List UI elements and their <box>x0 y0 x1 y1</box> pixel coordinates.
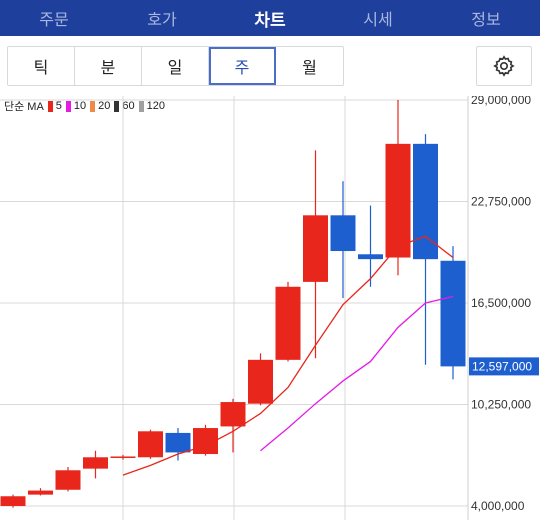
y-tick-label: 29,000,000 <box>471 96 531 107</box>
ma120-label: 120 <box>146 100 166 112</box>
candle-body <box>165 432 191 453</box>
ma5-swatch <box>47 100 53 112</box>
y-tick-label: 4,000,000 <box>471 499 525 513</box>
candlestick-chart[interactable]: 29,000,000 22,750,000 16,500,000 10,250,000… <box>0 96 540 520</box>
candle-body <box>110 456 136 458</box>
candle-body <box>55 470 81 490</box>
period-month-button[interactable]: 월 <box>302 58 317 77</box>
tab-order[interactable]: 주문 <box>39 10 69 29</box>
candle-body <box>358 254 383 260</box>
current-price-tag <box>469 357 539 376</box>
ma5-line <box>122 235 454 476</box>
candle-body <box>330 215 356 252</box>
ma-legend: 단순 MA 5 10 20 60 120 <box>4 98 169 114</box>
period-week-button[interactable]: 주 <box>209 47 276 85</box>
gear-icon <box>493 55 515 77</box>
tab-chart[interactable]: 차트 <box>254 10 286 31</box>
current-price-label: 12,597,000 <box>472 359 532 373</box>
top-nav-bar: 주문 호가 차트 시세 정보 <box>0 0 540 36</box>
y-tick-label: 22,750,000 <box>471 195 531 209</box>
ma120-swatch <box>138 100 144 112</box>
ma-legend-label: 단순 MA <box>4 101 44 113</box>
period-selector: 틱 분 일 주 월 <box>7 46 344 86</box>
chart-settings-button[interactable] <box>476 46 532 86</box>
period-minute-button[interactable]: 분 <box>75 47 142 85</box>
candle-body <box>28 490 53 495</box>
candle-body <box>413 143 438 260</box>
period-tick-button[interactable]: 틱 <box>8 47 75 85</box>
candle-body <box>248 359 273 404</box>
tab-info[interactable]: 정보 <box>471 10 501 29</box>
candle-body <box>303 215 328 282</box>
ma10-line <box>260 295 454 452</box>
candle-body <box>385 143 411 258</box>
candle-body <box>275 286 301 360</box>
candle-body <box>220 402 246 427</box>
candle-body <box>138 431 163 458</box>
candle-body <box>83 457 108 469</box>
ma10-label: 10 <box>73 100 87 112</box>
ma10-swatch <box>65 100 71 112</box>
ma20-swatch <box>90 100 96 112</box>
tab-quote[interactable]: 호가 <box>147 10 177 29</box>
candle-body <box>440 260 466 367</box>
y-tick-label: 10,250,000 <box>471 398 531 412</box>
ma5-label: 5 <box>55 100 62 112</box>
ma20-label: 20 <box>98 100 111 112</box>
y-tick-label: 16,500,000 <box>471 296 531 310</box>
ma60-label: 60 <box>122 100 135 112</box>
ma60-swatch <box>114 100 120 112</box>
period-toolbar: 틱 분 일 주 월 <box>0 36 540 96</box>
tab-market-price[interactable]: 시세 <box>363 10 393 29</box>
candle-body <box>0 496 26 506</box>
period-day-button[interactable]: 일 <box>142 47 209 85</box>
